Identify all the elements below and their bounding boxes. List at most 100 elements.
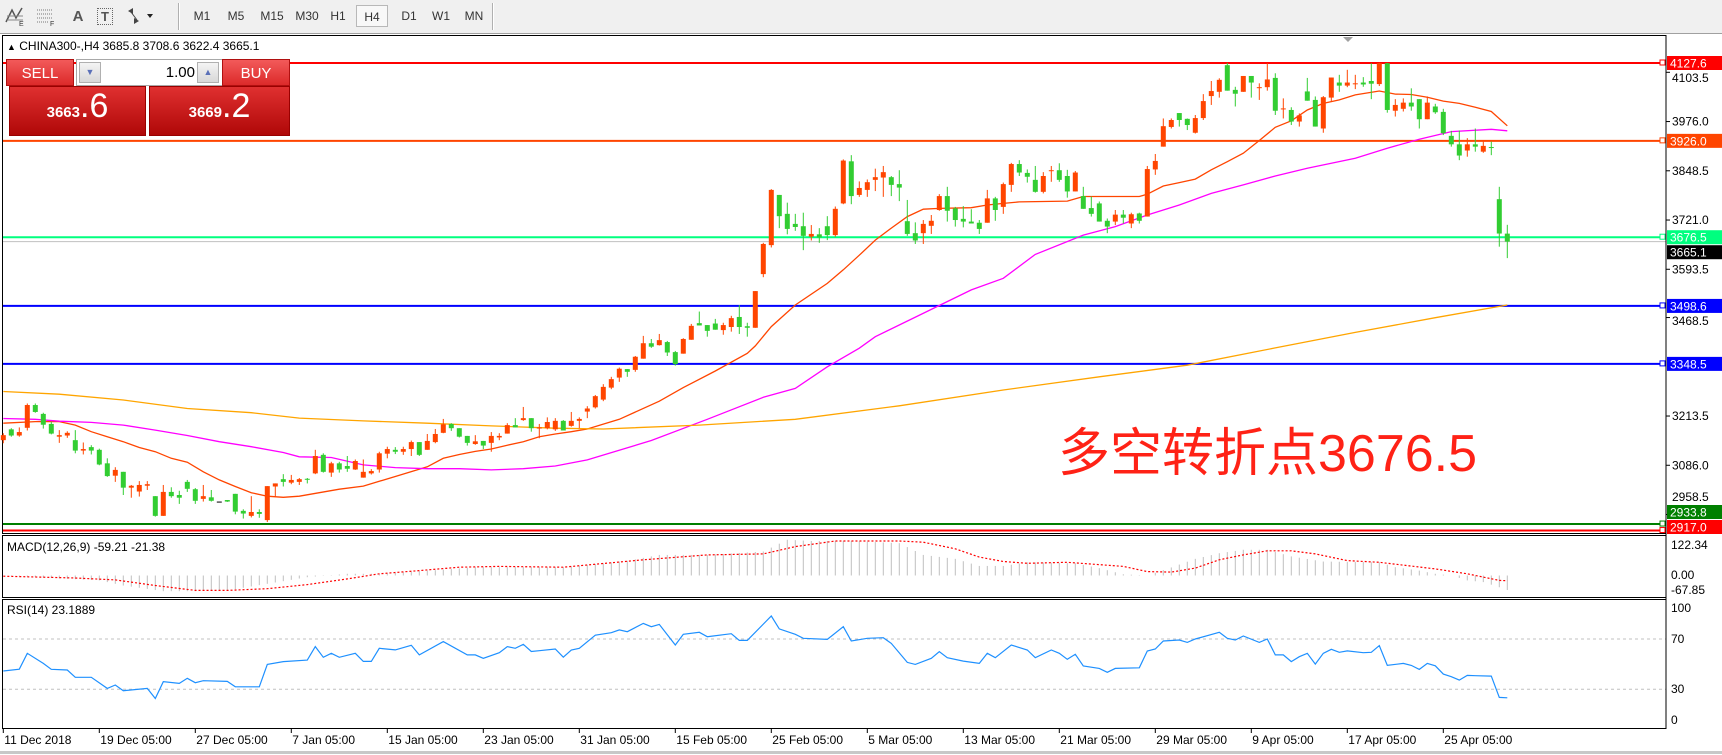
- candle[interactable]: [1104, 218, 1110, 234]
- candle[interactable]: [1144, 165, 1150, 217]
- candle[interactable]: [112, 467, 118, 482]
- chart-shift-marker-icon[interactable]: [1343, 37, 1353, 42]
- candle[interactable]: [640, 335, 646, 359]
- candle[interactable]: [616, 367, 622, 382]
- candle[interactable]: [336, 461, 342, 473]
- candle[interactable]: [1048, 165, 1054, 182]
- candle[interactable]: [1360, 77, 1366, 87]
- candle[interactable]: [864, 179, 870, 197]
- candle[interactable]: [376, 451, 382, 473]
- candle[interactable]: [536, 423, 542, 439]
- candle[interactable]: [648, 338, 654, 348]
- candle[interactable]: [560, 420, 566, 431]
- text-label-icon[interactable]: T: [94, 5, 116, 27]
- candle[interactable]: [1464, 138, 1470, 157]
- candle[interactable]: [40, 412, 46, 429]
- candle[interactable]: [8, 428, 14, 437]
- candle[interactable]: [152, 496, 158, 517]
- candle[interactable]: [232, 493, 238, 515]
- candle[interactable]: [664, 340, 670, 356]
- candle[interactable]: [88, 445, 94, 455]
- buy-button[interactable]: BUY: [222, 59, 290, 86]
- candle[interactable]: [624, 369, 630, 377]
- candle[interactable]: [880, 165, 886, 197]
- candle[interactable]: [960, 206, 966, 228]
- level-handle[interactable]: [1659, 59, 1666, 66]
- candle[interactable]: [1240, 75, 1246, 92]
- candle[interactable]: [576, 417, 582, 429]
- candle[interactable]: [1016, 160, 1022, 177]
- candle[interactable]: [904, 199, 910, 236]
- candle[interactable]: [1128, 212, 1134, 229]
- candle[interactable]: [1328, 77, 1334, 102]
- candle[interactable]: [544, 417, 550, 430]
- candle[interactable]: [1256, 83, 1262, 100]
- candle[interactable]: [896, 170, 902, 202]
- level-handle[interactable]: [1659, 520, 1666, 527]
- candle[interactable]: [1456, 130, 1462, 161]
- candle[interactable]: [1208, 80, 1214, 105]
- candle[interactable]: [128, 484, 134, 498]
- candle[interactable]: [816, 228, 822, 243]
- timeframe-h1[interactable]: H1: [330, 9, 346, 23]
- candle[interactable]: [256, 509, 262, 518]
- candle[interactable]: [1488, 141, 1494, 156]
- lot-size-stepper[interactable]: ▼ 1.00 ▲: [76, 59, 223, 86]
- timeframe-mn[interactable]: MN: [464, 9, 484, 23]
- collapse-triangle-icon[interactable]: ▲: [7, 42, 16, 52]
- candle[interactable]: [736, 304, 742, 334]
- candle[interactable]: [1096, 201, 1102, 222]
- timeframe-h4[interactable]: H4: [356, 5, 388, 27]
- candle[interactable]: [64, 431, 70, 438]
- candle[interactable]: [1424, 96, 1430, 120]
- candle[interactable]: [456, 428, 462, 438]
- candle[interactable]: [96, 448, 102, 466]
- candle[interactable]: [400, 446, 406, 455]
- candle[interactable]: [528, 418, 534, 432]
- candle[interactable]: [1336, 74, 1342, 92]
- candle[interactable]: [976, 220, 982, 234]
- level-handle[interactable]: [1659, 233, 1666, 240]
- candle[interactable]: [248, 496, 254, 518]
- candle[interactable]: [168, 487, 174, 498]
- candle[interactable]: [384, 446, 390, 459]
- candle[interactable]: [160, 484, 166, 516]
- elliott-wave-icon[interactable]: E: [3, 5, 27, 27]
- candle[interactable]: [752, 291, 758, 328]
- candle[interactable]: [592, 394, 598, 409]
- candle[interactable]: [472, 435, 478, 445]
- candle[interactable]: [848, 155, 854, 205]
- timeframe-m15[interactable]: M15: [260, 9, 284, 23]
- candle[interactable]: [608, 376, 614, 390]
- candle[interactable]: [552, 418, 558, 431]
- candle[interactable]: [1112, 209, 1118, 226]
- candle[interactable]: [704, 325, 710, 337]
- candle[interactable]: [1384, 62, 1390, 113]
- candle[interactable]: [1504, 224, 1510, 259]
- candle[interactable]: [1040, 172, 1046, 194]
- candle[interactable]: [344, 455, 350, 472]
- candle[interactable]: [632, 355, 638, 372]
- candle[interactable]: [1288, 107, 1294, 126]
- candle[interactable]: [1192, 114, 1198, 134]
- candle[interactable]: [768, 189, 774, 248]
- level-handle[interactable]: [1659, 302, 1666, 309]
- candle[interactable]: [416, 442, 422, 456]
- candle[interactable]: [800, 212, 806, 251]
- candle[interactable]: [360, 459, 366, 478]
- sell-price-panel[interactable]: 3663.6: [9, 86, 146, 136]
- candle[interactable]: [912, 222, 918, 244]
- candle[interactable]: [1352, 74, 1358, 90]
- candle[interactable]: [440, 418, 446, 434]
- candle[interactable]: [312, 449, 318, 475]
- chart-annotation-text[interactable]: 多空转折点3676.5: [1058, 425, 1478, 483]
- candle[interactable]: [1032, 165, 1038, 193]
- candle[interactable]: [1312, 96, 1318, 127]
- candle[interactable]: [296, 478, 302, 485]
- candle[interactable]: [1368, 63, 1374, 100]
- candle[interactable]: [656, 333, 662, 346]
- candle[interactable]: [176, 490, 182, 504]
- candle[interactable]: [328, 461, 334, 477]
- candle[interactable]: [288, 474, 294, 485]
- candle[interactable]: [936, 194, 942, 211]
